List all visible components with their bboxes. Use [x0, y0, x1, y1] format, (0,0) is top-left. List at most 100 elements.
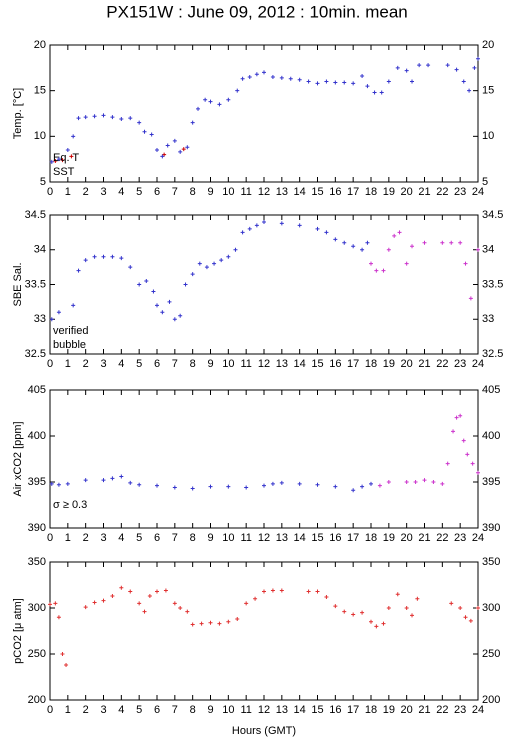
- y-tick-label: 34.5: [482, 209, 503, 221]
- data-point: [342, 80, 347, 85]
- data-point: [244, 601, 249, 606]
- data-point: [119, 585, 124, 590]
- x-tick-label: 2: [83, 704, 89, 716]
- y-tick-label: 5: [40, 176, 46, 188]
- x-tick-label: 11: [240, 704, 251, 716]
- data-point: [149, 132, 154, 137]
- data-point: [71, 134, 76, 139]
- y-axis-label: Temp. [°C]: [12, 88, 24, 139]
- data-point: [392, 233, 397, 238]
- data-point: [137, 282, 142, 287]
- data-point: [128, 589, 133, 594]
- data-point: [172, 138, 177, 143]
- data-point: [128, 116, 133, 121]
- x-tick-label: 4: [118, 704, 124, 716]
- data-point: [101, 598, 106, 603]
- data-point: [253, 596, 258, 601]
- data-point: [262, 70, 266, 75]
- x-tick-label: 0: [47, 186, 53, 198]
- x-tick-label: 18: [365, 532, 377, 544]
- data-point: [119, 116, 124, 121]
- legend-entry: σ ≥ 0.3: [53, 499, 87, 511]
- x-tick-label: 2: [83, 186, 89, 198]
- data-point: [386, 79, 391, 84]
- x-tick-label: 22: [436, 532, 448, 544]
- data-point: [160, 310, 165, 315]
- data-point: [351, 81, 356, 86]
- x-tick-label: 4: [118, 358, 124, 370]
- data-point: [465, 452, 470, 457]
- x-tick-label: 23: [454, 704, 466, 716]
- data-point: [297, 481, 302, 486]
- data-point: [240, 76, 245, 81]
- data-point: [172, 485, 177, 490]
- data-point: [155, 589, 159, 594]
- data-point: [262, 589, 266, 594]
- data-point: [369, 261, 373, 266]
- x-tick-label: 16: [329, 358, 341, 370]
- x-tick-label: 22: [436, 186, 448, 198]
- data-point: [468, 618, 473, 623]
- data-point: [422, 240, 427, 245]
- data-point: [458, 606, 463, 610]
- x-tick-label: 17: [347, 532, 359, 544]
- data-point: [235, 617, 240, 622]
- data-point: [204, 265, 209, 270]
- data-point: [49, 481, 54, 486]
- data-point: [197, 261, 202, 266]
- x-tick-label: 13: [276, 186, 288, 198]
- x-tick-label: 23: [454, 186, 466, 198]
- data-point: [235, 88, 240, 93]
- data-point: [381, 621, 386, 626]
- data-point: [49, 159, 54, 164]
- x-tick-label: 14: [294, 704, 306, 716]
- data-point: [178, 313, 183, 318]
- data-point: [56, 482, 61, 487]
- data-point: [262, 219, 266, 224]
- data-point: [270, 74, 275, 79]
- data-point: [324, 79, 329, 84]
- data-point: [56, 615, 61, 620]
- data-point: [244, 485, 249, 490]
- x-tick-label: 16: [329, 186, 341, 198]
- x-tick-label: 24: [472, 358, 484, 370]
- data-point: [472, 65, 477, 70]
- data-point: [476, 56, 480, 61]
- x-tick-label: 9: [207, 704, 213, 716]
- x-tick-label: 13: [276, 358, 288, 370]
- x-tick-label: 14: [294, 358, 306, 370]
- data-point: [445, 63, 450, 68]
- data-point: [377, 483, 382, 488]
- data-point: [185, 145, 190, 150]
- data-point: [458, 413, 463, 418]
- data-point: [306, 79, 311, 84]
- x-tick-label: 8: [190, 358, 196, 370]
- plot-frame: [49, 561, 479, 701]
- data-point: [178, 149, 183, 154]
- x-tick-label: 8: [190, 704, 196, 716]
- y-tick-label: 250: [28, 648, 46, 660]
- data-point: [379, 90, 384, 95]
- data-point: [137, 601, 142, 606]
- y-tick-label: 32.5: [25, 348, 46, 360]
- x-tick-label: 13: [276, 532, 288, 544]
- data-point: [476, 470, 480, 475]
- data-point: [306, 589, 311, 594]
- data-point: [165, 143, 170, 148]
- data-point: [65, 481, 70, 486]
- data-point: [208, 484, 213, 489]
- data-point: [404, 68, 409, 73]
- data-point: [324, 594, 329, 599]
- x-tick-label: 6: [154, 186, 160, 198]
- data-point: [190, 272, 195, 277]
- data-point: [458, 240, 463, 245]
- data-point: [190, 120, 195, 125]
- data-point: [351, 244, 356, 249]
- x-tick-label: 4: [118, 186, 124, 198]
- x-tick-label: 20: [401, 704, 413, 716]
- data-point: [360, 247, 365, 252]
- data-point: [226, 254, 231, 259]
- y-tick-label: 34: [34, 244, 46, 256]
- x-tick-label: 21: [418, 186, 430, 198]
